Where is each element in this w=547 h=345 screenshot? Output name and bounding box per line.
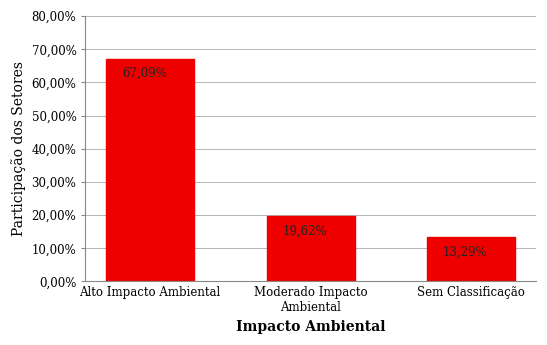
- Text: 67,09%: 67,09%: [122, 67, 167, 80]
- Text: 13,29%: 13,29%: [443, 246, 487, 259]
- Bar: [266, 216, 355, 282]
- Bar: [106, 59, 194, 282]
- Y-axis label: Participação dos Setores: Participação dos Setores: [11, 61, 26, 236]
- Text: 19,62%: 19,62%: [282, 225, 327, 238]
- X-axis label: Impacto Ambiental: Impacto Ambiental: [236, 320, 386, 334]
- Bar: [427, 237, 515, 282]
